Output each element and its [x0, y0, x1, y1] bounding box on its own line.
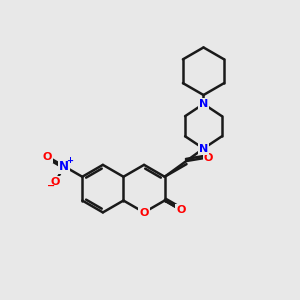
Text: O: O — [51, 177, 60, 187]
Text: O: O — [140, 208, 149, 218]
Text: O: O — [176, 205, 186, 215]
Text: O: O — [204, 153, 213, 163]
Text: N: N — [199, 143, 208, 154]
Text: +: + — [66, 157, 73, 166]
Text: −: − — [47, 181, 55, 191]
Text: O: O — [43, 152, 52, 162]
Text: N: N — [59, 160, 69, 173]
Text: N: N — [199, 99, 208, 109]
